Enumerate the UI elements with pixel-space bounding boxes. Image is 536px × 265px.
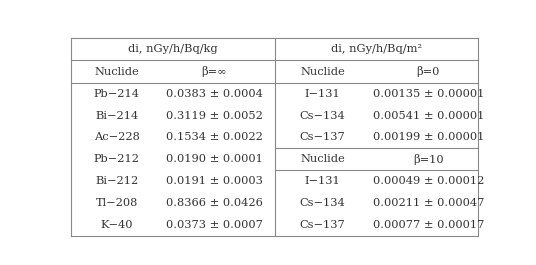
Text: Pb−212: Pb−212 bbox=[94, 154, 140, 164]
Text: 0.8366 ± 0.0426: 0.8366 ± 0.0426 bbox=[166, 198, 263, 208]
Text: Nuclide: Nuclide bbox=[300, 154, 345, 164]
Text: di, nGy/h/Bq/kg: di, nGy/h/Bq/kg bbox=[128, 44, 218, 54]
Text: 0.00211 ± 0.00047: 0.00211 ± 0.00047 bbox=[373, 198, 484, 208]
Text: I−131: I−131 bbox=[304, 89, 340, 99]
Text: 0.0383 ± 0.0004: 0.0383 ± 0.0004 bbox=[166, 89, 263, 99]
Text: 0.00049 ± 0.00012: 0.00049 ± 0.00012 bbox=[373, 176, 484, 186]
Text: β=∞: β=∞ bbox=[202, 66, 227, 77]
Text: 0.1534 ± 0.0022: 0.1534 ± 0.0022 bbox=[166, 132, 263, 143]
Text: 0.3119 ± 0.0052: 0.3119 ± 0.0052 bbox=[166, 111, 263, 121]
Text: 0.0373 ± 0.0007: 0.0373 ± 0.0007 bbox=[166, 220, 263, 230]
Text: β=0: β=0 bbox=[416, 66, 440, 77]
Text: 0.00199 ± 0.00001: 0.00199 ± 0.00001 bbox=[373, 132, 484, 143]
Text: 0.00541 ± 0.00001: 0.00541 ± 0.00001 bbox=[373, 111, 484, 121]
Text: Cs−134: Cs−134 bbox=[300, 111, 345, 121]
Text: Bi−214: Bi−214 bbox=[95, 111, 138, 121]
Text: 0.0190 ± 0.0001: 0.0190 ± 0.0001 bbox=[166, 154, 263, 164]
Text: I−131: I−131 bbox=[304, 176, 340, 186]
Text: Nuclide: Nuclide bbox=[94, 67, 139, 77]
Text: Pb−214: Pb−214 bbox=[94, 89, 140, 99]
Text: K−40: K−40 bbox=[101, 220, 133, 230]
Text: Nuclide: Nuclide bbox=[300, 67, 345, 77]
Text: di, nGy/h/Bq/m²: di, nGy/h/Bq/m² bbox=[331, 44, 422, 54]
Text: 0.00077 ± 0.00017: 0.00077 ± 0.00017 bbox=[373, 220, 484, 230]
Text: Cs−137: Cs−137 bbox=[300, 132, 345, 143]
Text: Ac−228: Ac−228 bbox=[94, 132, 140, 143]
Text: 0.0191 ± 0.0003: 0.0191 ± 0.0003 bbox=[166, 176, 263, 186]
Text: β=10: β=10 bbox=[413, 154, 444, 165]
Text: Bi−212: Bi−212 bbox=[95, 176, 138, 186]
Text: 0.00135 ± 0.00001: 0.00135 ± 0.00001 bbox=[373, 89, 484, 99]
Text: Tl−208: Tl−208 bbox=[95, 198, 138, 208]
Text: Cs−134: Cs−134 bbox=[300, 198, 345, 208]
Text: Cs−137: Cs−137 bbox=[300, 220, 345, 230]
